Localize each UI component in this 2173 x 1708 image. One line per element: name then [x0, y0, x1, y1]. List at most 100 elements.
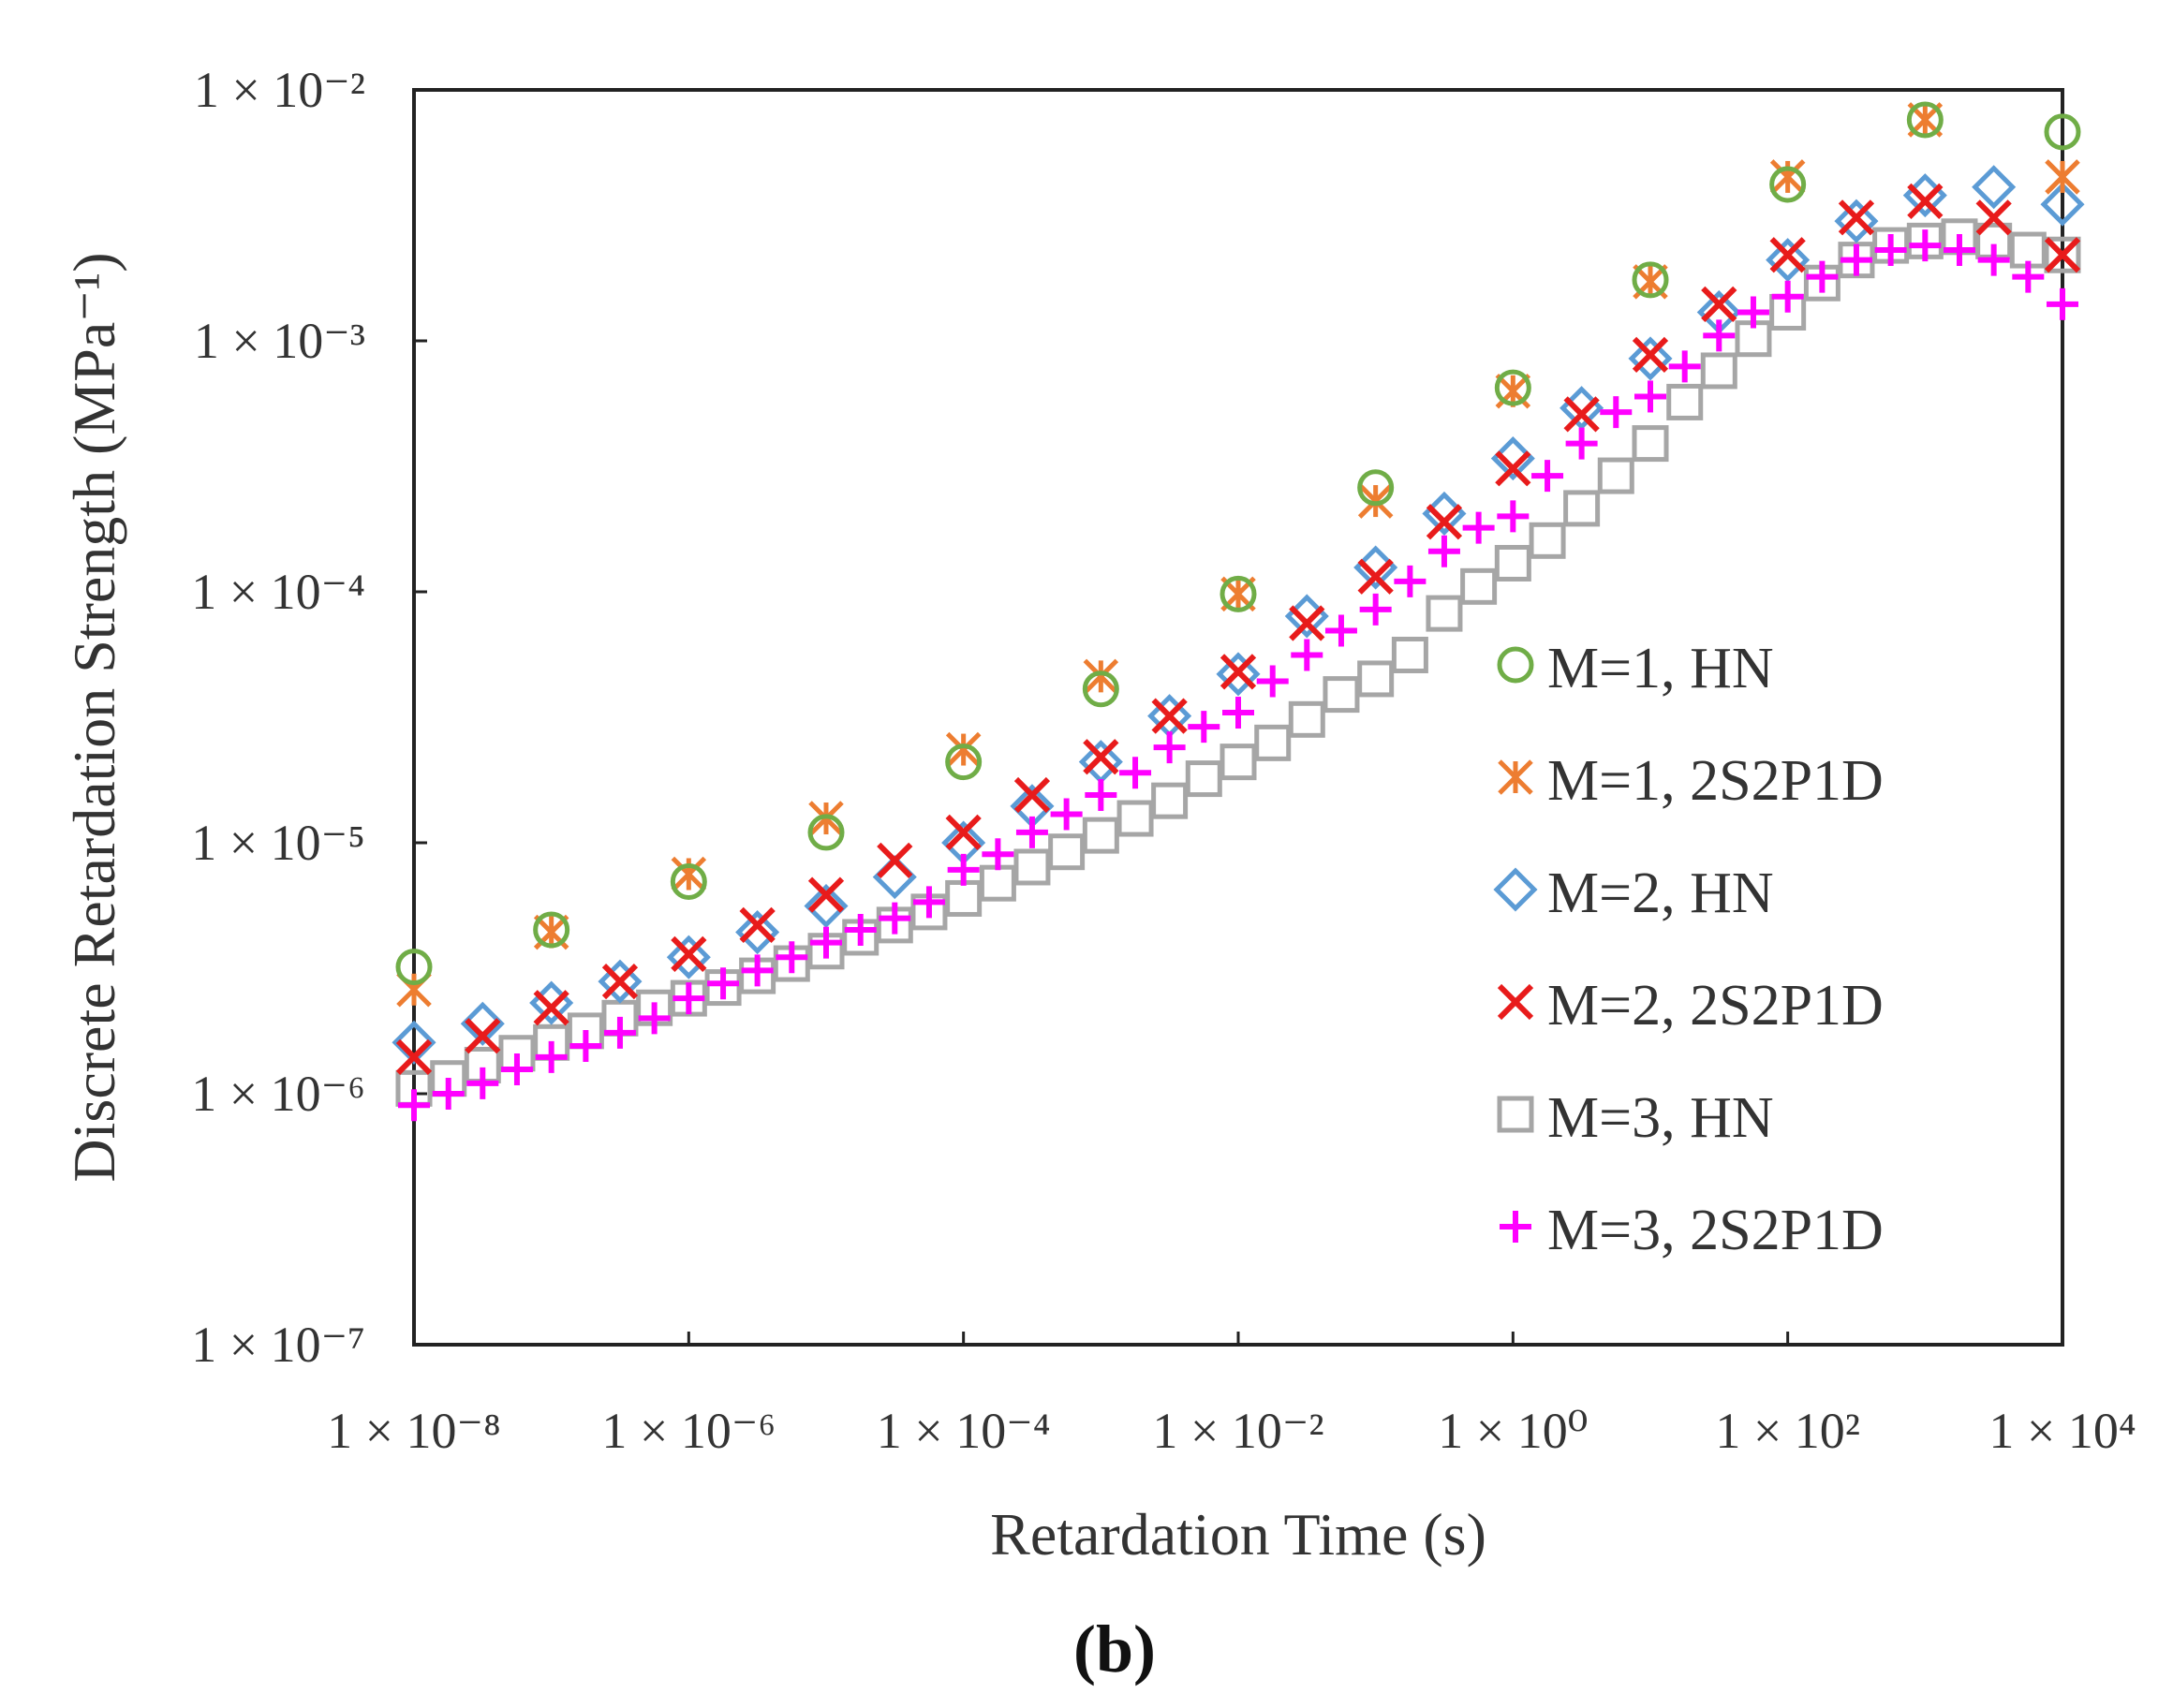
data-point	[1906, 101, 1944, 139]
data-point	[1737, 296, 1769, 329]
data-point	[1256, 665, 1289, 698]
data-point	[432, 1078, 465, 1110]
data-point	[1977, 243, 2010, 276]
data-point	[1806, 260, 1839, 293]
data-point	[1288, 700, 1325, 738]
data-point	[2044, 237, 2081, 273]
data-point	[1013, 848, 1051, 886]
data-point	[1771, 280, 1804, 313]
data-point	[1700, 352, 1737, 390]
x-tick-label: 1 × 10²	[1715, 1403, 1860, 1459]
data-point	[1632, 261, 1669, 299]
data-point	[1426, 595, 1463, 632]
data-point	[1185, 760, 1222, 798]
data-point	[1563, 396, 1600, 433]
data-point	[1116, 800, 1154, 837]
series-3	[395, 183, 2081, 1075]
data-point	[1565, 427, 1598, 460]
data-point	[1015, 816, 1048, 848]
data-point	[1632, 336, 1669, 373]
data-point	[1048, 833, 1086, 871]
data-point	[671, 935, 707, 973]
data-point	[807, 814, 845, 851]
data-point	[1632, 425, 1669, 463]
data-point	[735, 910, 780, 955]
x-tick-label: 1 × 10⁻⁶	[601, 1403, 776, 1459]
data-point	[1359, 593, 1392, 626]
data-point	[1085, 778, 1117, 811]
axis-ticks: 1 × 10⁻⁸ 1 × 10⁻⁶ 1 × 10⁻⁴ 1 × 10⁻² 1 × 10⁰ 1…	[191, 62, 2136, 1459]
legend-label: M=2, 2S2P1D	[1547, 974, 1884, 1038]
data-point	[945, 744, 983, 781]
data-point	[844, 913, 877, 946]
data-point	[1531, 460, 1564, 493]
data-point	[1494, 544, 1531, 582]
data-point	[810, 926, 842, 959]
data-point	[1151, 698, 1188, 734]
data-point	[2044, 113, 2081, 151]
data-point	[1013, 776, 1051, 814]
data-point	[1216, 652, 1261, 697]
x-tick-label: 1 × 10⁻⁸	[327, 1403, 501, 1459]
data-point	[982, 838, 1014, 871]
data-point	[1357, 558, 1394, 595]
data-point	[2044, 236, 2081, 273]
data-point	[2012, 260, 2045, 293]
data-point	[500, 1053, 533, 1086]
data-point	[1907, 183, 1944, 220]
data-point	[1323, 676, 1360, 714]
data-point	[673, 982, 705, 1015]
data-point	[1222, 697, 1254, 729]
data-point	[1082, 670, 1119, 708]
data-point	[1597, 457, 1634, 494]
data-point	[1391, 636, 1428, 673]
data-point	[1495, 450, 1531, 487]
data-point	[670, 863, 707, 901]
data-point	[1769, 237, 1806, 273]
y-axis-label: Discrete Retardation Strength (MPa⁻¹)	[61, 252, 127, 1182]
data-point	[1462, 511, 1495, 544]
legend-marker	[1493, 867, 1538, 912]
data-point	[1460, 567, 1498, 605]
data-point	[1357, 660, 1395, 698]
data-point	[1050, 798, 1083, 831]
y-tick-label: 1 × 10⁻³	[194, 313, 365, 369]
data-point	[879, 902, 911, 935]
data-point	[1427, 535, 1460, 567]
data-point	[1083, 658, 1119, 695]
series-1	[396, 102, 2080, 1008]
data-point	[535, 1040, 568, 1073]
data-point	[1426, 504, 1463, 540]
data-point	[395, 1038, 433, 1075]
x-tick-label: 1 × 10⁻²	[1152, 1403, 1323, 1459]
data-point	[1220, 744, 1257, 781]
legend-label: M=3, HN	[1547, 1086, 1774, 1150]
data-point	[2040, 182, 2085, 227]
x-tick-label: 1 × 10⁴	[1988, 1403, 2136, 1459]
data-point	[1975, 199, 2012, 236]
data-point	[1834, 199, 1879, 243]
data-point	[804, 883, 849, 929]
data-point	[1943, 234, 1975, 267]
legend-label: M=1, HN	[1547, 637, 1774, 700]
data-point	[741, 954, 774, 987]
data-point	[601, 964, 639, 1000]
data-point	[947, 853, 980, 886]
data-point	[877, 842, 913, 879]
legend-marker	[1497, 646, 1534, 684]
legend-label: M=1, 2S2P1D	[1547, 749, 1884, 813]
data-point	[1153, 731, 1186, 764]
data-point	[1394, 565, 1426, 597]
legend-marker	[1497, 983, 1534, 1021]
data-point	[603, 1016, 636, 1049]
data-point	[638, 1002, 671, 1035]
data-point	[776, 941, 808, 974]
data-point	[1289, 605, 1325, 641]
data-point	[1357, 483, 1394, 519]
data-point	[598, 959, 643, 1004]
data-point	[1766, 238, 1811, 283]
data-point	[1703, 319, 1736, 352]
legend-marker	[1497, 1096, 1534, 1133]
data-point	[1497, 500, 1530, 533]
data-point	[1909, 229, 1942, 262]
